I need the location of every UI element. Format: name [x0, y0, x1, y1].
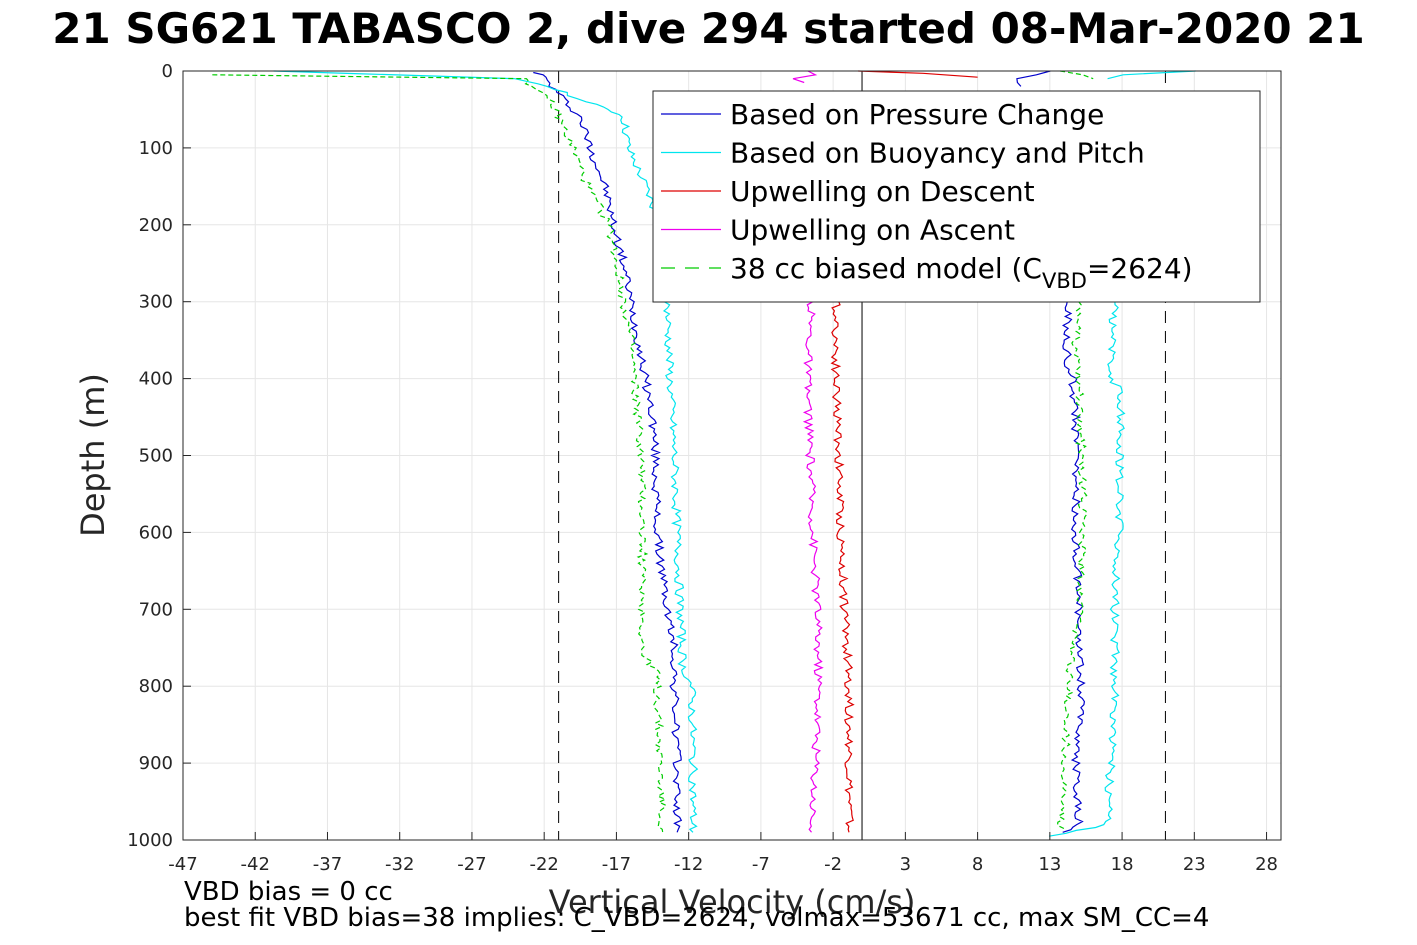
series-line-1: [1016, 70, 1051, 87]
x-tick-label: -32: [385, 854, 414, 875]
y-tick-label: 300: [139, 292, 173, 313]
legend-entry: Upwelling on Descent: [730, 175, 1035, 208]
x-tick-label: 18: [1111, 854, 1134, 875]
x-tick-label: -7: [752, 854, 770, 875]
series-layer: [212, 70, 1196, 837]
y-tick-label: 1000: [127, 830, 173, 851]
legend-box: [652, 90, 1261, 303]
series-line-2: [662, 301, 699, 833]
series-line-2: [1107, 70, 1196, 80]
series-line-3: [830, 301, 855, 833]
series-line-1: [1061, 301, 1086, 833]
y-tick-label: 700: [139, 599, 173, 620]
x-tick-label: 28: [1255, 854, 1278, 875]
chart-title: 21 SG621 TABASCO 2, dive 294 started 08-…: [52, 4, 1365, 53]
legend-entry: Based on Buoyancy and Pitch: [730, 137, 1145, 170]
series-line-5: [212, 74, 667, 833]
y-tick-label: 900: [139, 753, 173, 774]
series-line-3: [858, 70, 978, 78]
y-tick-label: 200: [139, 215, 173, 236]
x-tick-label: 8: [972, 854, 983, 875]
y-tick-label: 600: [139, 522, 173, 543]
x-tick-label: -42: [241, 854, 270, 875]
x-tick-label: 3: [900, 854, 911, 875]
x-tick-label: -2: [824, 854, 842, 875]
x-tick-label: -17: [602, 854, 631, 875]
legend: Based on Pressure Change Based on Buoyanc…: [652, 90, 1261, 303]
legend-entry: Upwelling on Ascent: [730, 214, 1015, 247]
series-line-2: [273, 70, 664, 233]
vbd-bias-note: VBD bias = 0 cc: [184, 877, 393, 907]
y-tick-label: 100: [139, 138, 173, 159]
y-tick-label: 500: [139, 446, 173, 467]
x-tick-label: 23: [1183, 854, 1206, 875]
series-line-2: [1048, 301, 1126, 837]
x-tick-label: 13: [1038, 854, 1061, 875]
x-tick-label: -27: [457, 854, 486, 875]
legend-entry: Based on Pressure Change: [730, 98, 1104, 131]
x-tick-label: -47: [168, 854, 197, 875]
x-tick-label: -37: [313, 854, 342, 875]
y-tick-label: 400: [139, 369, 173, 390]
x-tick-label: -22: [529, 854, 558, 875]
y-tick-label: 800: [139, 676, 173, 697]
series-line-4: [792, 70, 818, 84]
y-axis-ticks: 0 100 200 300 400 500 600 700 800 900 1000: [127, 61, 191, 851]
series-line-5: [1056, 301, 1088, 830]
series-line-4: [802, 301, 824, 833]
y-axis-label: Depth (m): [74, 373, 112, 537]
series-line-1: [533, 71, 683, 833]
x-tick-label: -12: [674, 854, 703, 875]
x-axis-label: Vertical Velocity (cm/s): [549, 883, 916, 921]
best-fit-note: best fit VBD bias=38 implies: C_VBD=2624…: [184, 903, 1210, 933]
y-tick-label: 0: [162, 61, 173, 82]
x-axis-ticks: -47 -42 -37 -32 -27 -22 -17 -12 -7 -2 3 8 13 18 23 28: [168, 832, 1278, 875]
